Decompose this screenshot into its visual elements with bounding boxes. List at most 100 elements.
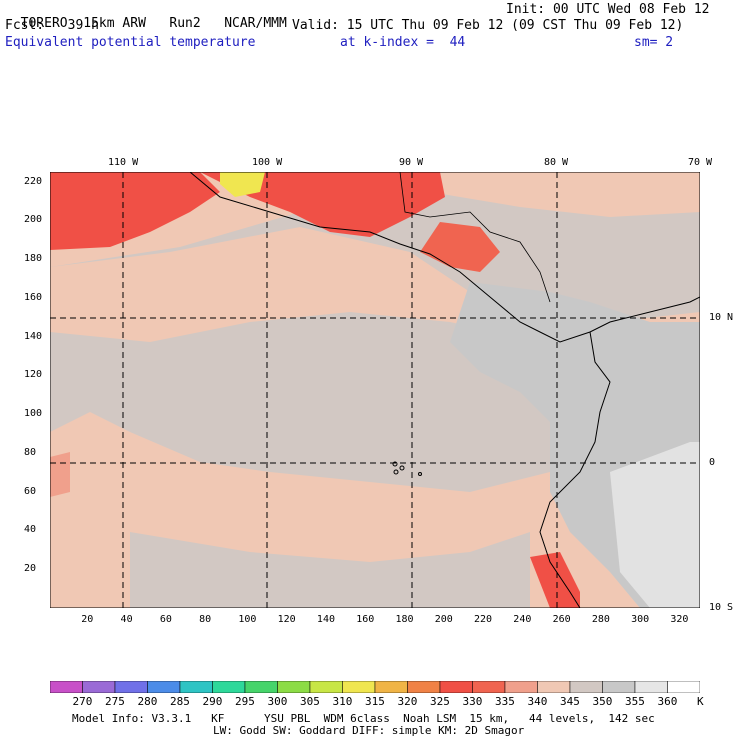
valid-time: Valid: 15 UTC Thu 09 Feb 12 (09 CST Thu … [292, 18, 684, 33]
colorbar-swatch [212, 681, 246, 693]
colorbar-swatch [407, 681, 441, 693]
grey-patch-south [130, 532, 530, 608]
x-tick-label: 40 [120, 614, 133, 625]
x-tick-label: 240 [513, 614, 532, 625]
lon-label: 80 W [544, 157, 569, 168]
x-tick-label: 200 [434, 614, 453, 625]
colorbar-unit: K [697, 695, 704, 708]
model-info: Model Info: V3.3.1 KF YSU PBL WDM 6class… [72, 712, 655, 725]
colorbar-level-label: 315 [365, 695, 385, 708]
x-tick-label: 220 [474, 614, 493, 625]
model-run: Run2 [169, 16, 201, 31]
colorbar-swatch [602, 681, 636, 693]
x-tick-label: 60 [159, 614, 172, 625]
colorbar-level-label: 295 [235, 695, 255, 708]
colorbar-level-label: 350 [592, 695, 613, 708]
fcst-hours: 39 h [67, 18, 99, 33]
y-tick-label: 60 [24, 485, 37, 497]
init-time: Init: 00 UTC Wed 08 Feb 12 [506, 2, 710, 17]
colorbar-level-label: 330 [462, 695, 483, 708]
colorbar-swatch [244, 681, 278, 693]
x-tick-label: 300 [631, 614, 650, 625]
colorbar-level-label: 285 [170, 695, 190, 708]
y-tick-label: 140 [24, 330, 43, 342]
x-tick-label: 260 [552, 614, 571, 625]
colorbar-swatch [537, 681, 571, 693]
y-tick-label: 180 [24, 253, 43, 265]
colorbar-swatch [504, 681, 538, 693]
y-tick-label: 160 [24, 291, 43, 303]
colorbar-level-label: 355 [625, 695, 645, 708]
lon-label: 100 W [252, 157, 283, 168]
colorbar-level-label: 320 [397, 695, 418, 708]
smoothing: sm= 2 [634, 35, 674, 50]
y-tick-label: 200 [24, 214, 43, 226]
yellow-hotspot [220, 172, 265, 197]
red-region-peru [530, 552, 580, 608]
x-tick-label: 280 [591, 614, 610, 625]
x-tick-label: 120 [277, 614, 296, 625]
x-tick-label: 160 [356, 614, 375, 625]
x-tick-label: 100 [238, 614, 257, 625]
lat-label: 10 N [709, 312, 734, 323]
y-tick-label: 20 [24, 563, 37, 575]
lon-label: 90 W [399, 157, 424, 168]
colorbar-level-label: 270 [72, 695, 93, 708]
colorbar-level-label: 290 [202, 695, 223, 708]
colorbar-swatch [569, 681, 603, 693]
colorbar-level-label: 345 [560, 695, 580, 708]
y-tick-label: 40 [24, 524, 37, 536]
light-region-andes [610, 442, 700, 608]
coastline-north [189, 172, 700, 343]
y-tick-label: 220 [24, 175, 43, 187]
colorbar-level-label: 305 [300, 695, 320, 708]
colorbar-swatch [472, 681, 506, 693]
colorbar-swatch [82, 681, 116, 693]
lat-label: 10 S [709, 602, 734, 613]
model-name: TORERO [20, 16, 68, 31]
x-tick-label: 180 [395, 614, 414, 625]
colorbar-swatch [309, 681, 343, 693]
lon-label: 110 W [108, 157, 139, 168]
x-tick-label: 140 [316, 614, 335, 625]
colorbar-swatch [147, 681, 181, 693]
colorbar-swatch [439, 681, 473, 693]
colorbar-swatch [374, 681, 408, 693]
colorbar [50, 681, 700, 693]
physics-info: LW: Godd SW: Goddard DIFF: simple KM: 2D… [213, 724, 525, 737]
theta-e-map [50, 172, 700, 608]
colorbar-swatch [179, 681, 213, 693]
colorbar-level-label: 360 [657, 695, 678, 708]
colorbar-swatch [114, 681, 148, 693]
model-title: TORERO 15km ARW Run2 NCAR/MMM [5, 3, 287, 31]
colorbar-swatch [342, 681, 376, 693]
colorbar-swatch [277, 681, 311, 693]
border-lines [399, 172, 551, 303]
colorbar-level-label: 335 [495, 695, 515, 708]
field-name: Equivalent potential temperature [5, 35, 256, 50]
lon-label: 70 W [688, 157, 713, 168]
colorbar-level-label: 325 [430, 695, 450, 708]
red-region-northwest [50, 172, 220, 250]
x-tick-label: 80 [199, 614, 212, 625]
model-org: NCAR/MMM [224, 16, 287, 31]
salmon-patch-west [50, 452, 70, 497]
colorbar-swatch [634, 681, 668, 693]
colorbar-level-label: 340 [527, 695, 548, 708]
y-tick-label: 120 [24, 369, 43, 381]
forecast-hour: Fcst: 39 h [5, 19, 99, 33]
colorbar-swatch [667, 681, 700, 693]
colorbar-level-label: 300 [267, 695, 288, 708]
level-index: at k-index = 44 [340, 35, 466, 50]
lat-label: 0 [709, 457, 716, 468]
galapagos-islands [392, 461, 422, 476]
lat-lon-grid [50, 172, 700, 608]
colorbar-swatch [50, 681, 83, 693]
colorbar-level-label: 310 [332, 695, 353, 708]
x-tick-label: 20 [81, 614, 94, 625]
colorbar-level-label: 280 [137, 695, 158, 708]
x-tick-label: 320 [670, 614, 689, 625]
red-region-mexico [200, 172, 445, 237]
y-tick-label: 80 [24, 446, 37, 458]
